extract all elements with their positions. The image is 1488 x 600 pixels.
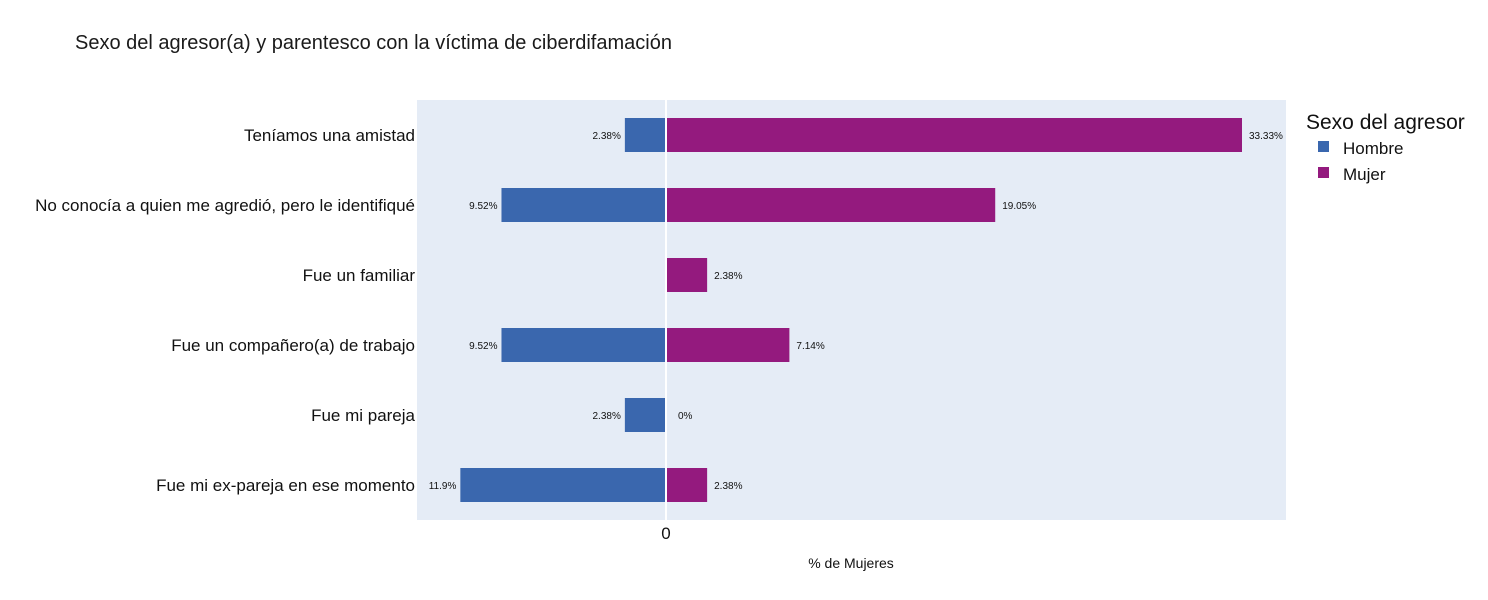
category-label-fue-un-companero-a-de-trabajo: Fue un compañero(a) de trabajo	[171, 336, 415, 355]
x-tick-label-0: 0	[661, 524, 670, 543]
bar-mujer-5[interactable]	[666, 468, 708, 502]
value-label-mujer-4: 0%	[678, 411, 693, 422]
x-axis-title: % de Mujeres	[808, 555, 894, 571]
bar-hombre-4[interactable]	[624, 398, 666, 432]
bars-group	[460, 118, 1242, 502]
bar-hombre-1[interactable]	[501, 188, 666, 222]
legend-title: Sexo del agresor	[1306, 111, 1465, 134]
category-labels-group: Teníamos una amistad No conocía a quien m…	[35, 126, 415, 495]
bar-mujer-1[interactable]	[666, 188, 996, 222]
value-labels-group: 2.38% 33.33% 9.52% 19.05% 2.38% 9.52% 7.14% 2.3…	[429, 131, 1283, 492]
value-label-hombre-4: 2.38%	[593, 411, 621, 422]
plot-area	[417, 100, 1286, 520]
category-label-teniamos-una-amistad: Teníamos una amistad	[244, 126, 415, 145]
bar-hombre-3[interactable]	[501, 328, 666, 362]
category-label-fue-mi-ex-pareja-en-ese-momento: Fue mi ex-pareja en ese momento	[156, 476, 415, 495]
value-label-hombre-3: 9.52%	[469, 341, 497, 352]
value-label-mujer-1: 19.05%	[1002, 201, 1036, 212]
bar-mujer-3[interactable]	[666, 328, 790, 362]
value-label-hombre-1: 9.52%	[469, 201, 497, 212]
bar-mujer-0[interactable]	[666, 118, 1242, 152]
value-label-mujer-3: 7.14%	[796, 341, 824, 352]
category-label-fue-un-familiar: Fue un familiar	[303, 266, 416, 285]
bar-hombre-0[interactable]	[624, 118, 666, 152]
value-label-hombre-5: 11.9%	[429, 481, 457, 492]
category-label-fue-mi-pareja: Fue mi pareja	[311, 406, 415, 425]
bar-mujer-2[interactable]	[666, 258, 708, 292]
value-label-hombre-0: 2.38%	[593, 131, 621, 142]
legend-swatch-mujer[interactable]	[1318, 167, 1329, 178]
value-label-mujer-2: 2.38%	[714, 271, 742, 282]
chart-title: Sexo del agresor(a) y parentesco con la …	[75, 32, 672, 54]
value-label-mujer-5: 2.38%	[714, 481, 742, 492]
legend-label-hombre[interactable]: Hombre	[1343, 139, 1403, 158]
bar-hombre-5[interactable]	[460, 468, 666, 502]
legend: Sexo del agresor Hombre Mujer	[1306, 111, 1465, 184]
legend-label-mujer[interactable]: Mujer	[1343, 165, 1386, 184]
legend-swatch-hombre[interactable]	[1318, 141, 1329, 152]
category-label-no-conocia-a-quien-me-agredio-pero-le-identifique: No conocía a quien me agredió, pero le i…	[35, 196, 415, 215]
value-label-mujer-0: 33.33%	[1249, 131, 1283, 142]
